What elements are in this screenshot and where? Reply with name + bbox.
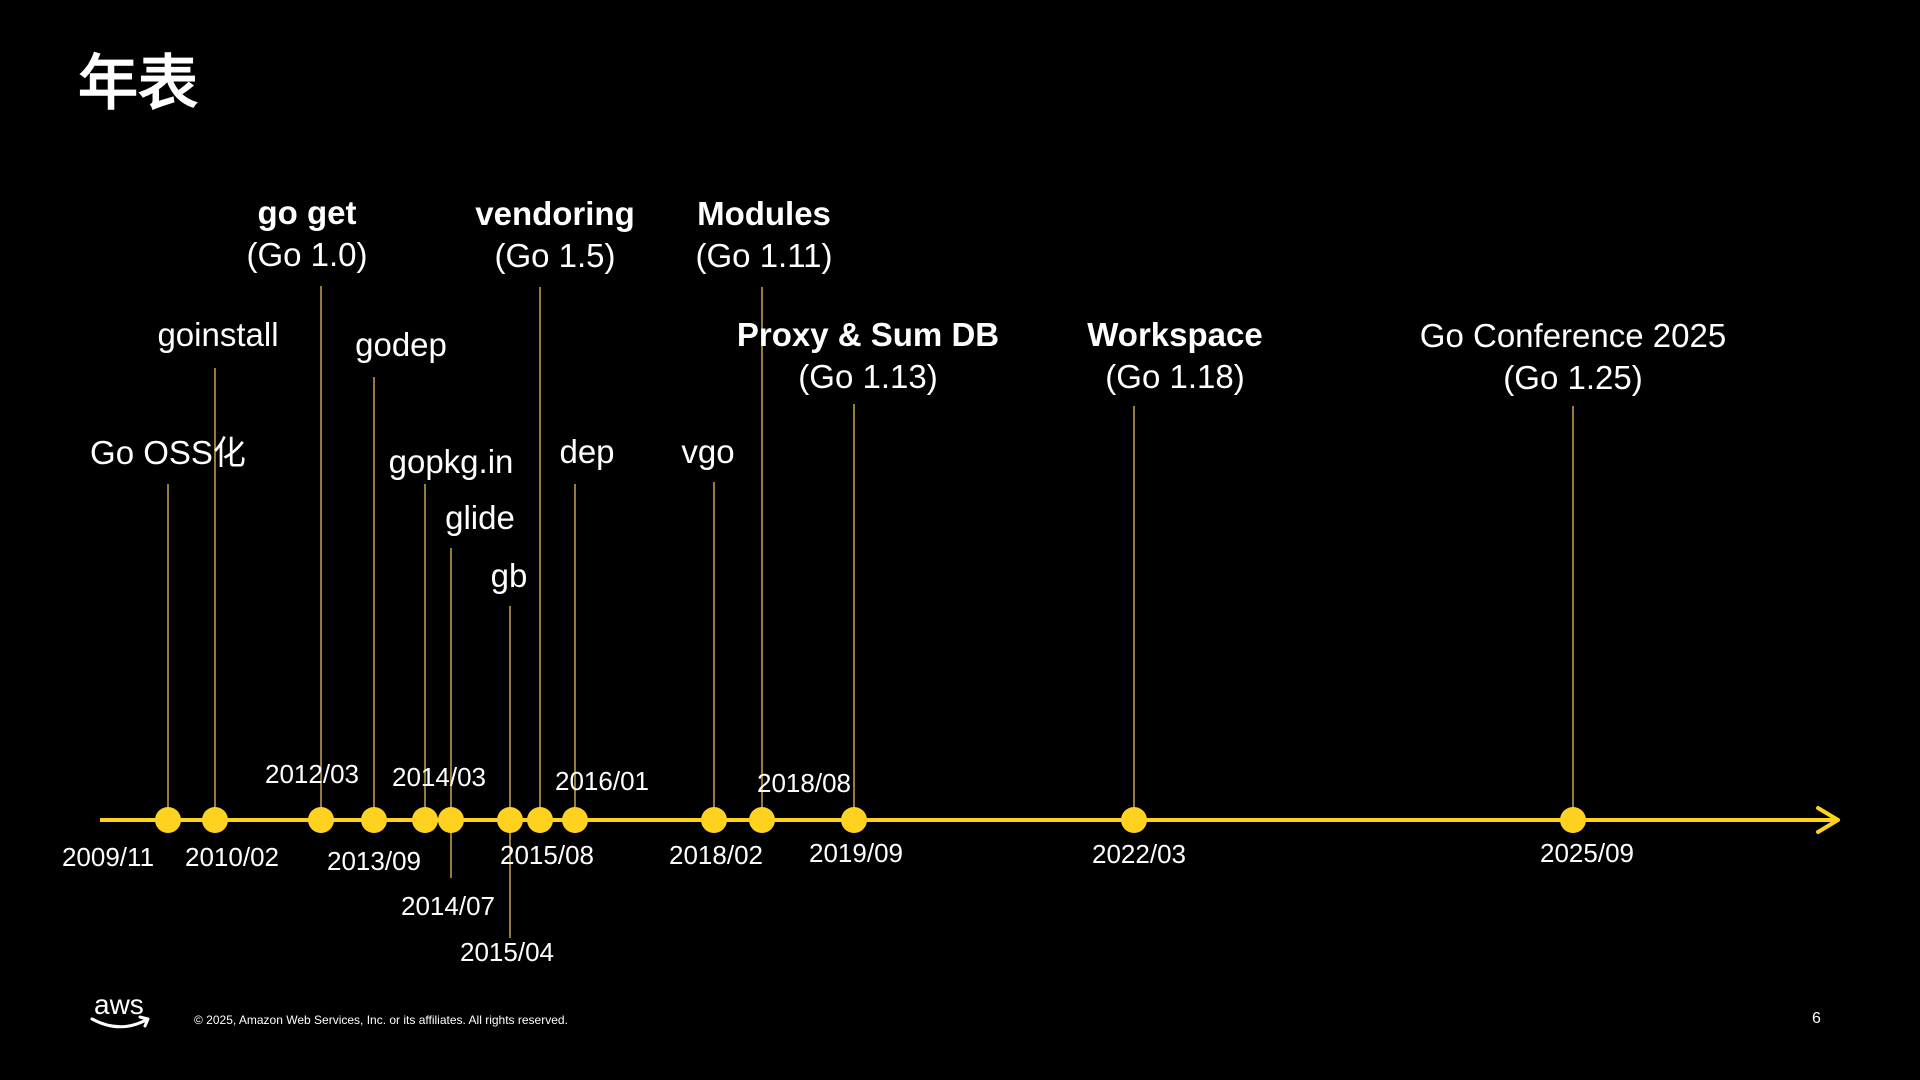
event-label-go-oss: Go OSS化: [90, 434, 246, 471]
event-label-line: gb: [491, 557, 528, 594]
connector-lines: [167, 286, 1574, 938]
event-label-glide: glide: [445, 499, 515, 536]
date-label-godep: 2013/09: [327, 846, 421, 876]
slide-title: 年表: [78, 49, 198, 119]
event-dot-goconference: [1560, 807, 1586, 833]
aws-smile-icon: [90, 1015, 150, 1029]
event-dot-workspace: [1121, 807, 1147, 833]
event-label-go-get: go get (Go 1.0): [246, 194, 367, 273]
date-label-workspace: 2022/03: [1092, 839, 1186, 869]
event-dot-vgo: [701, 807, 727, 833]
date-label-go-oss: 2009/11: [62, 842, 154, 872]
event-markers: [155, 807, 1586, 833]
date-label-glide: 2014/07: [401, 891, 495, 921]
date-label-modules: 2018/08: [757, 768, 851, 798]
event-label-workspace: Workspace (Go 1.18): [1087, 316, 1262, 395]
event-label-line: Modules: [697, 195, 831, 232]
event-label-line: dep: [559, 433, 614, 470]
event-label-line: vgo: [681, 433, 734, 470]
aws-logo-text: aws: [94, 989, 144, 1020]
event-label-line: (Go 1.25): [1503, 359, 1642, 396]
date-label-gopkg-in: 2014/03: [392, 762, 486, 792]
event-label-line: vendoring: [475, 195, 635, 232]
page-number: 6: [1812, 1010, 1821, 1027]
event-label-line: (Go 1.5): [494, 237, 615, 274]
event-label-goconference: Go Conference 2025 (Go 1.25): [1420, 317, 1726, 396]
date-labels: 2009/11 2010/02 2012/03 2013/09 2014/03 2014/…: [62, 759, 1634, 967]
event-dot-modules: [749, 807, 775, 833]
event-dot-go-oss: [155, 807, 181, 833]
date-label-gb: 2015/04: [460, 937, 554, 967]
event-label-vgo: vgo: [681, 433, 734, 470]
event-label-goinstall: goinstall: [157, 316, 278, 353]
event-label-modules: Modules (Go 1.11): [696, 195, 833, 274]
event-dot-gopkg-in: [412, 807, 438, 833]
event-dot-vendoring: [527, 807, 553, 833]
event-label-line: Go Conference 2025: [1420, 317, 1726, 354]
event-label-line: Go OSS化: [90, 434, 246, 471]
event-label-vendoring: vendoring (Go 1.5): [475, 195, 635, 274]
date-label-dep: 2016/01: [555, 766, 649, 796]
event-label-godep: godep: [355, 326, 447, 363]
date-label-proxy-sumdb: 2019/09: [809, 838, 903, 868]
event-label-line: gopkg.in: [389, 443, 514, 480]
timeline-arrowhead-icon: [1816, 806, 1840, 834]
date-label-vgo: 2018/02: [669, 840, 763, 870]
event-label-line: go get: [258, 194, 357, 231]
event-dot-glide: [438, 807, 464, 833]
event-dot-godep: [361, 807, 387, 833]
event-dot-proxy-sumdb: [841, 807, 867, 833]
event-label-line: (Go 1.0): [246, 236, 367, 273]
event-dot-gb: [497, 807, 523, 833]
event-dot-dep: [562, 807, 588, 833]
event-label-line: (Go 1.11): [696, 237, 833, 274]
event-label-line: Proxy & Sum DB: [737, 316, 999, 353]
date-label-goinstall: 2010/02: [185, 842, 279, 872]
event-label-dep: dep: [559, 433, 614, 470]
event-label-line: goinstall: [157, 316, 278, 353]
event-dot-goinstall: [202, 807, 228, 833]
date-label-go-get: 2012/03: [265, 759, 359, 789]
event-label-line: (Go 1.18): [1105, 358, 1244, 395]
event-label-line: (Go 1.13): [798, 358, 937, 395]
event-label-gopkg-in: gopkg.in: [389, 443, 514, 480]
date-label-vendoring: 2015/08: [500, 840, 594, 870]
event-labels: Go OSS化 goinstall go get (Go 1.0) godep gopkg…: [90, 194, 1726, 594]
aws-logo: aws: [90, 990, 156, 1036]
event-label-line: godep: [355, 326, 447, 363]
event-label-line: glide: [445, 499, 515, 536]
date-label-goconference: 2025/09: [1540, 838, 1634, 868]
event-dot-go-get: [308, 807, 334, 833]
event-label-line: Workspace: [1087, 316, 1262, 353]
copyright-notice: © 2025, Amazon Web Services, Inc. or its…: [194, 1013, 568, 1027]
event-label-proxy-sumdb: Proxy & Sum DB (Go 1.13): [737, 316, 999, 395]
event-label-gb: gb: [491, 557, 528, 594]
